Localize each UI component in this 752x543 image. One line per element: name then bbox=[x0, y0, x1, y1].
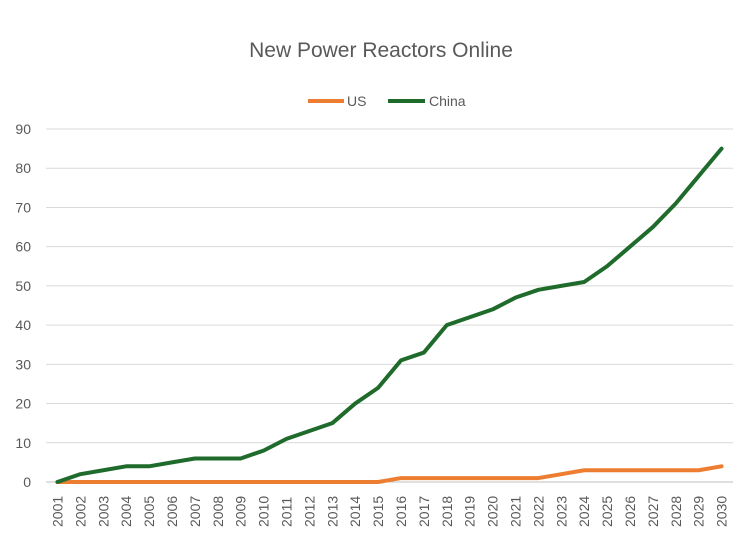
x-tick-label: 2027 bbox=[645, 496, 661, 527]
legend-label-us: US bbox=[347, 93, 366, 109]
x-tick-label: 2023 bbox=[553, 496, 569, 527]
series-layer bbox=[55, 146, 724, 484]
x-tick-label: 2002 bbox=[72, 496, 88, 527]
x-tick-label: 2018 bbox=[439, 496, 455, 527]
y-tick-label: 20 bbox=[15, 396, 31, 412]
x-tick-label: 2008 bbox=[210, 496, 226, 527]
chart-title: New Power Reactors Online bbox=[249, 39, 513, 62]
x-tick-label: 2010 bbox=[256, 496, 272, 527]
y-tick-label: 60 bbox=[15, 239, 31, 255]
y-tick-label: 10 bbox=[15, 435, 31, 451]
x-tick-label: 2016 bbox=[393, 496, 409, 527]
y-tick-label: 80 bbox=[15, 160, 31, 176]
x-tick-label: 2014 bbox=[347, 496, 363, 527]
x-tick-label: 2015 bbox=[370, 496, 386, 527]
x-tick-label: 2025 bbox=[599, 496, 615, 527]
y-tick-label: 90 bbox=[15, 121, 31, 137]
x-tick-label: 2029 bbox=[691, 496, 707, 527]
x-tick-label: 2017 bbox=[416, 496, 432, 527]
x-tick-label: 2019 bbox=[462, 496, 478, 527]
x-tick-label: 2020 bbox=[485, 496, 501, 527]
y-tick-label: 40 bbox=[15, 317, 31, 333]
series-line-china bbox=[55, 146, 724, 484]
gridlines bbox=[46, 128, 733, 483]
x-tick-label: 2021 bbox=[507, 496, 523, 527]
x-tick-label: 2003 bbox=[95, 496, 111, 527]
x-tick-label: 2007 bbox=[187, 496, 203, 527]
x-tick-label: 2005 bbox=[141, 496, 157, 527]
legend-item-china[interactable]: China bbox=[388, 93, 466, 109]
x-tick-label: 2004 bbox=[118, 496, 134, 527]
x-tick-label: 2012 bbox=[301, 496, 317, 527]
legend-item-us[interactable]: US bbox=[308, 93, 366, 109]
x-tick-label: 2013 bbox=[324, 496, 340, 527]
x-axis-labels: 2001 2002 2003 2004 2005 2006 2007 2008 2009 2010… bbox=[49, 496, 729, 527]
x-tick-label: 2026 bbox=[622, 496, 638, 527]
y-axis-labels: 0 10 20 30 40 50 60 70 80 90 bbox=[15, 121, 31, 490]
x-tick-label: 2001 bbox=[49, 496, 65, 527]
x-tick-label: 2030 bbox=[714, 496, 730, 527]
x-tick-label: 2006 bbox=[164, 496, 180, 527]
x-tick-label: 2022 bbox=[530, 496, 546, 527]
y-tick-label: 70 bbox=[15, 199, 31, 215]
series-line-us bbox=[55, 464, 724, 484]
y-tick-label: 50 bbox=[15, 278, 31, 294]
y-tick-label: 0 bbox=[23, 474, 31, 490]
legend: US China bbox=[308, 93, 466, 109]
y-tick-label: 30 bbox=[15, 356, 31, 372]
legend-label-china: China bbox=[429, 93, 466, 109]
x-tick-label: 2028 bbox=[668, 496, 684, 527]
x-tick-label: 2011 bbox=[278, 497, 294, 527]
x-tick-label: 2009 bbox=[233, 496, 249, 527]
x-tick-label: 2024 bbox=[576, 496, 592, 527]
